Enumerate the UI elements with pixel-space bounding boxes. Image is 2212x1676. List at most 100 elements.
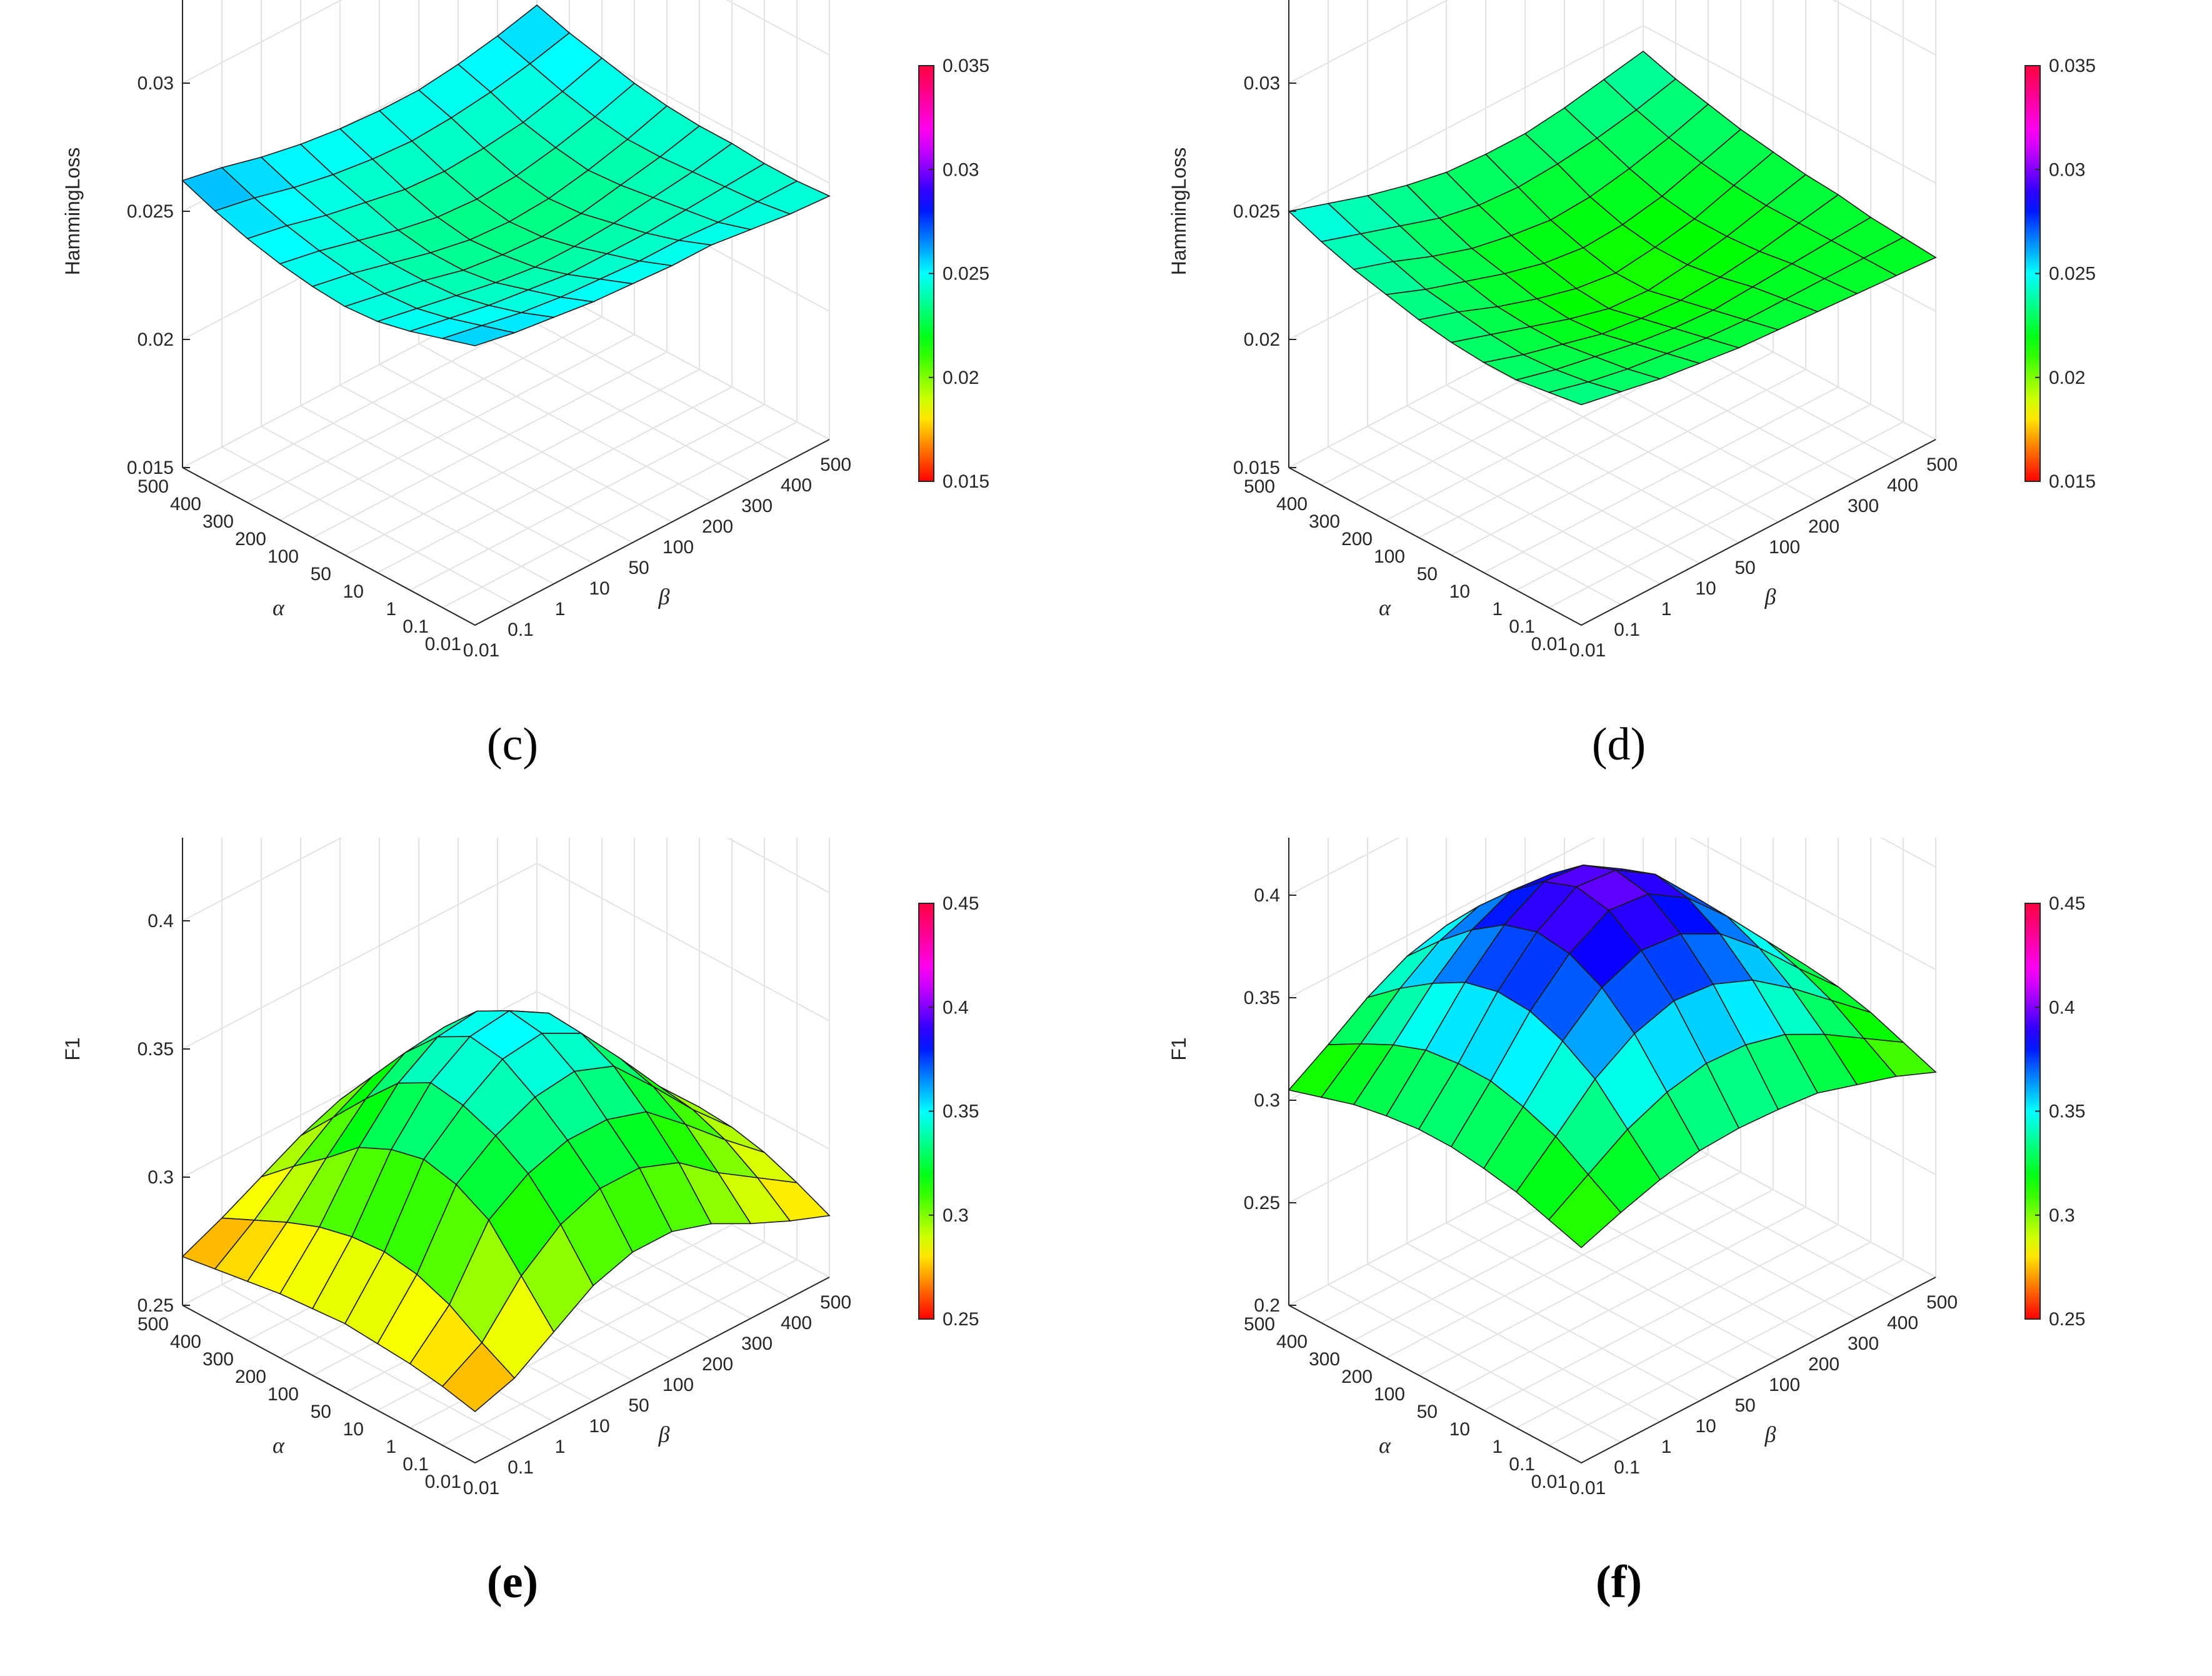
alpha-tick-label: 200 xyxy=(1341,529,1373,549)
beta-tick-label: 0.01 xyxy=(463,640,499,661)
alpha-tick-label: 100 xyxy=(268,546,299,567)
z-tick-label: 0.35 xyxy=(138,1039,174,1060)
beta-axis-label: β xyxy=(658,585,670,610)
alpha-tick-label: 0.01 xyxy=(425,634,461,655)
surface xyxy=(1288,864,1937,1248)
surface-panel: 0.250.30.350.40.45F150040030020010050101… xyxy=(61,838,979,1608)
colorbar-tick-label: 0.35 xyxy=(943,1101,979,1122)
z-tick-label: 0.03 xyxy=(138,73,174,94)
z-axis-label: F1 xyxy=(1168,1037,1190,1060)
beta-tick-label: 50 xyxy=(628,558,649,578)
alpha-tick-label: 50 xyxy=(311,564,331,585)
beta-tick-label: 500 xyxy=(820,454,851,475)
alpha-tick-label: 50 xyxy=(311,1402,331,1422)
alpha-tick-label: 0.1 xyxy=(1509,616,1535,637)
surface-patch xyxy=(441,1342,516,1413)
colorbar-tick-label: 0.035 xyxy=(943,56,989,76)
beta-tick-label: 300 xyxy=(741,1333,773,1354)
surface xyxy=(181,1010,831,1413)
colorbar-tick-label: 0.015 xyxy=(2049,471,2096,492)
colorbar-tick-label: 0.45 xyxy=(2049,893,2085,914)
axis-lines xyxy=(1288,838,1936,1464)
colorbar-tick-label: 0.4 xyxy=(2049,997,2075,1018)
beta-tick-label: 500 xyxy=(820,1292,851,1313)
z-tick-label: 0.03 xyxy=(1244,73,1280,94)
alpha-tick-label: 1 xyxy=(1492,1437,1503,1457)
alpha-tick-label: 0.1 xyxy=(403,616,429,637)
colorbar-tick-label: 0.4 xyxy=(943,997,969,1018)
alpha-tick-label: 200 xyxy=(235,1367,266,1387)
beta-tick-label: 300 xyxy=(741,496,773,516)
beta-tick-label: 500 xyxy=(1926,1292,1958,1313)
alpha-tick-label: 100 xyxy=(268,1384,299,1405)
surface-patch xyxy=(1548,1173,1622,1248)
colorbar-tick-label: 0.03 xyxy=(943,159,979,180)
beta-tick-label: 0.1 xyxy=(1614,620,1640,640)
colorbar-tick-label: 0.02 xyxy=(943,368,979,388)
alpha-tick-label: 400 xyxy=(1276,1332,1308,1352)
beta-tick-label: 200 xyxy=(702,1354,733,1375)
beta-tick-label: 0.01 xyxy=(463,1478,499,1498)
alpha-tick-label: 500 xyxy=(138,476,169,497)
alpha-tick-label: 10 xyxy=(343,1419,364,1440)
beta-tick-label: 300 xyxy=(1848,1333,1879,1354)
colorbar-tick-label: 0.25 xyxy=(2049,1309,2085,1330)
beta-tick-label: 200 xyxy=(1808,516,1839,537)
alpha-axis-label: α xyxy=(273,595,285,620)
beta-tick-label: 0.1 xyxy=(508,1457,534,1478)
z-tick-label: 0.015 xyxy=(1233,458,1280,478)
colorbar-tick-label: 0.45 xyxy=(943,893,979,914)
beta-axis-label: β xyxy=(658,1422,670,1447)
alpha-tick-label: 10 xyxy=(1449,1419,1470,1440)
surface xyxy=(181,4,831,346)
z-tick-label: 0.25 xyxy=(138,1295,174,1316)
alpha-tick-label: 500 xyxy=(1244,1314,1275,1335)
alpha-tick-label: 50 xyxy=(1417,564,1438,585)
alpha-tick-label: 1 xyxy=(1492,599,1503,620)
beta-tick-label: 500 xyxy=(1926,454,1958,475)
colorbar-tick-label: 0.25 xyxy=(943,1309,979,1330)
alpha-tick-label: 200 xyxy=(235,529,266,549)
colorbar-tick-label: 0.02 xyxy=(2049,368,2085,388)
colorbar-tick-label: 0.35 xyxy=(2049,1101,2085,1122)
alpha-tick-label: 400 xyxy=(170,494,201,514)
beta-tick-label: 100 xyxy=(663,1375,694,1395)
z-axis-label: HammingLoss xyxy=(61,148,84,276)
alpha-axis-label: α xyxy=(1379,595,1391,620)
z-tick-label: 0.3 xyxy=(1254,1090,1280,1111)
alpha-tick-label: 100 xyxy=(1374,1384,1405,1405)
beta-tick-label: 10 xyxy=(1695,1416,1716,1437)
beta-axis-label: β xyxy=(1764,1422,1776,1447)
alpha-tick-label: 300 xyxy=(203,1349,234,1370)
z-tick-label: 0.02 xyxy=(1244,329,1280,350)
alpha-tick-label: 500 xyxy=(1244,476,1275,497)
z-tick-label: 0.015 xyxy=(127,458,174,478)
beta-tick-label: 100 xyxy=(1769,537,1800,558)
beta-tick-label: 50 xyxy=(1734,558,1755,578)
panel-caption: (e) xyxy=(487,1557,538,1608)
alpha-tick-label: 50 xyxy=(1417,1402,1438,1422)
alpha-tick-label: 1 xyxy=(386,599,396,620)
beta-tick-label: 400 xyxy=(1887,475,1918,496)
beta-tick-label: 50 xyxy=(628,1395,649,1416)
beta-tick-label: 1 xyxy=(1661,1437,1672,1457)
beta-tick-label: 10 xyxy=(589,1416,609,1437)
surface-patch xyxy=(440,324,517,346)
alpha-tick-label: 0.1 xyxy=(1509,1454,1535,1475)
alpha-tick-label: 400 xyxy=(170,1332,201,1352)
colorbar xyxy=(2024,65,2041,482)
colorbar-tick-label: 0.035 xyxy=(2049,56,2096,76)
z-tick-label: 0.35 xyxy=(1244,988,1280,1008)
beta-tick-label: 200 xyxy=(1808,1354,1839,1375)
beta-tick-label: 1 xyxy=(555,1437,566,1457)
beta-tick-label: 10 xyxy=(589,578,609,599)
beta-tick-label: 200 xyxy=(702,516,733,537)
alpha-axis-label: α xyxy=(273,1433,285,1458)
alpha-axis-label: α xyxy=(1379,1433,1391,1458)
panel-caption: (d) xyxy=(1592,719,1646,770)
beta-tick-label: 50 xyxy=(1734,1395,1755,1416)
colorbar-tick-label: 0.025 xyxy=(943,264,989,284)
surface-panel: 0.0150.020.0250.030.035HammingLoss500400… xyxy=(1168,0,2096,770)
beta-tick-label: 100 xyxy=(1769,1375,1800,1395)
